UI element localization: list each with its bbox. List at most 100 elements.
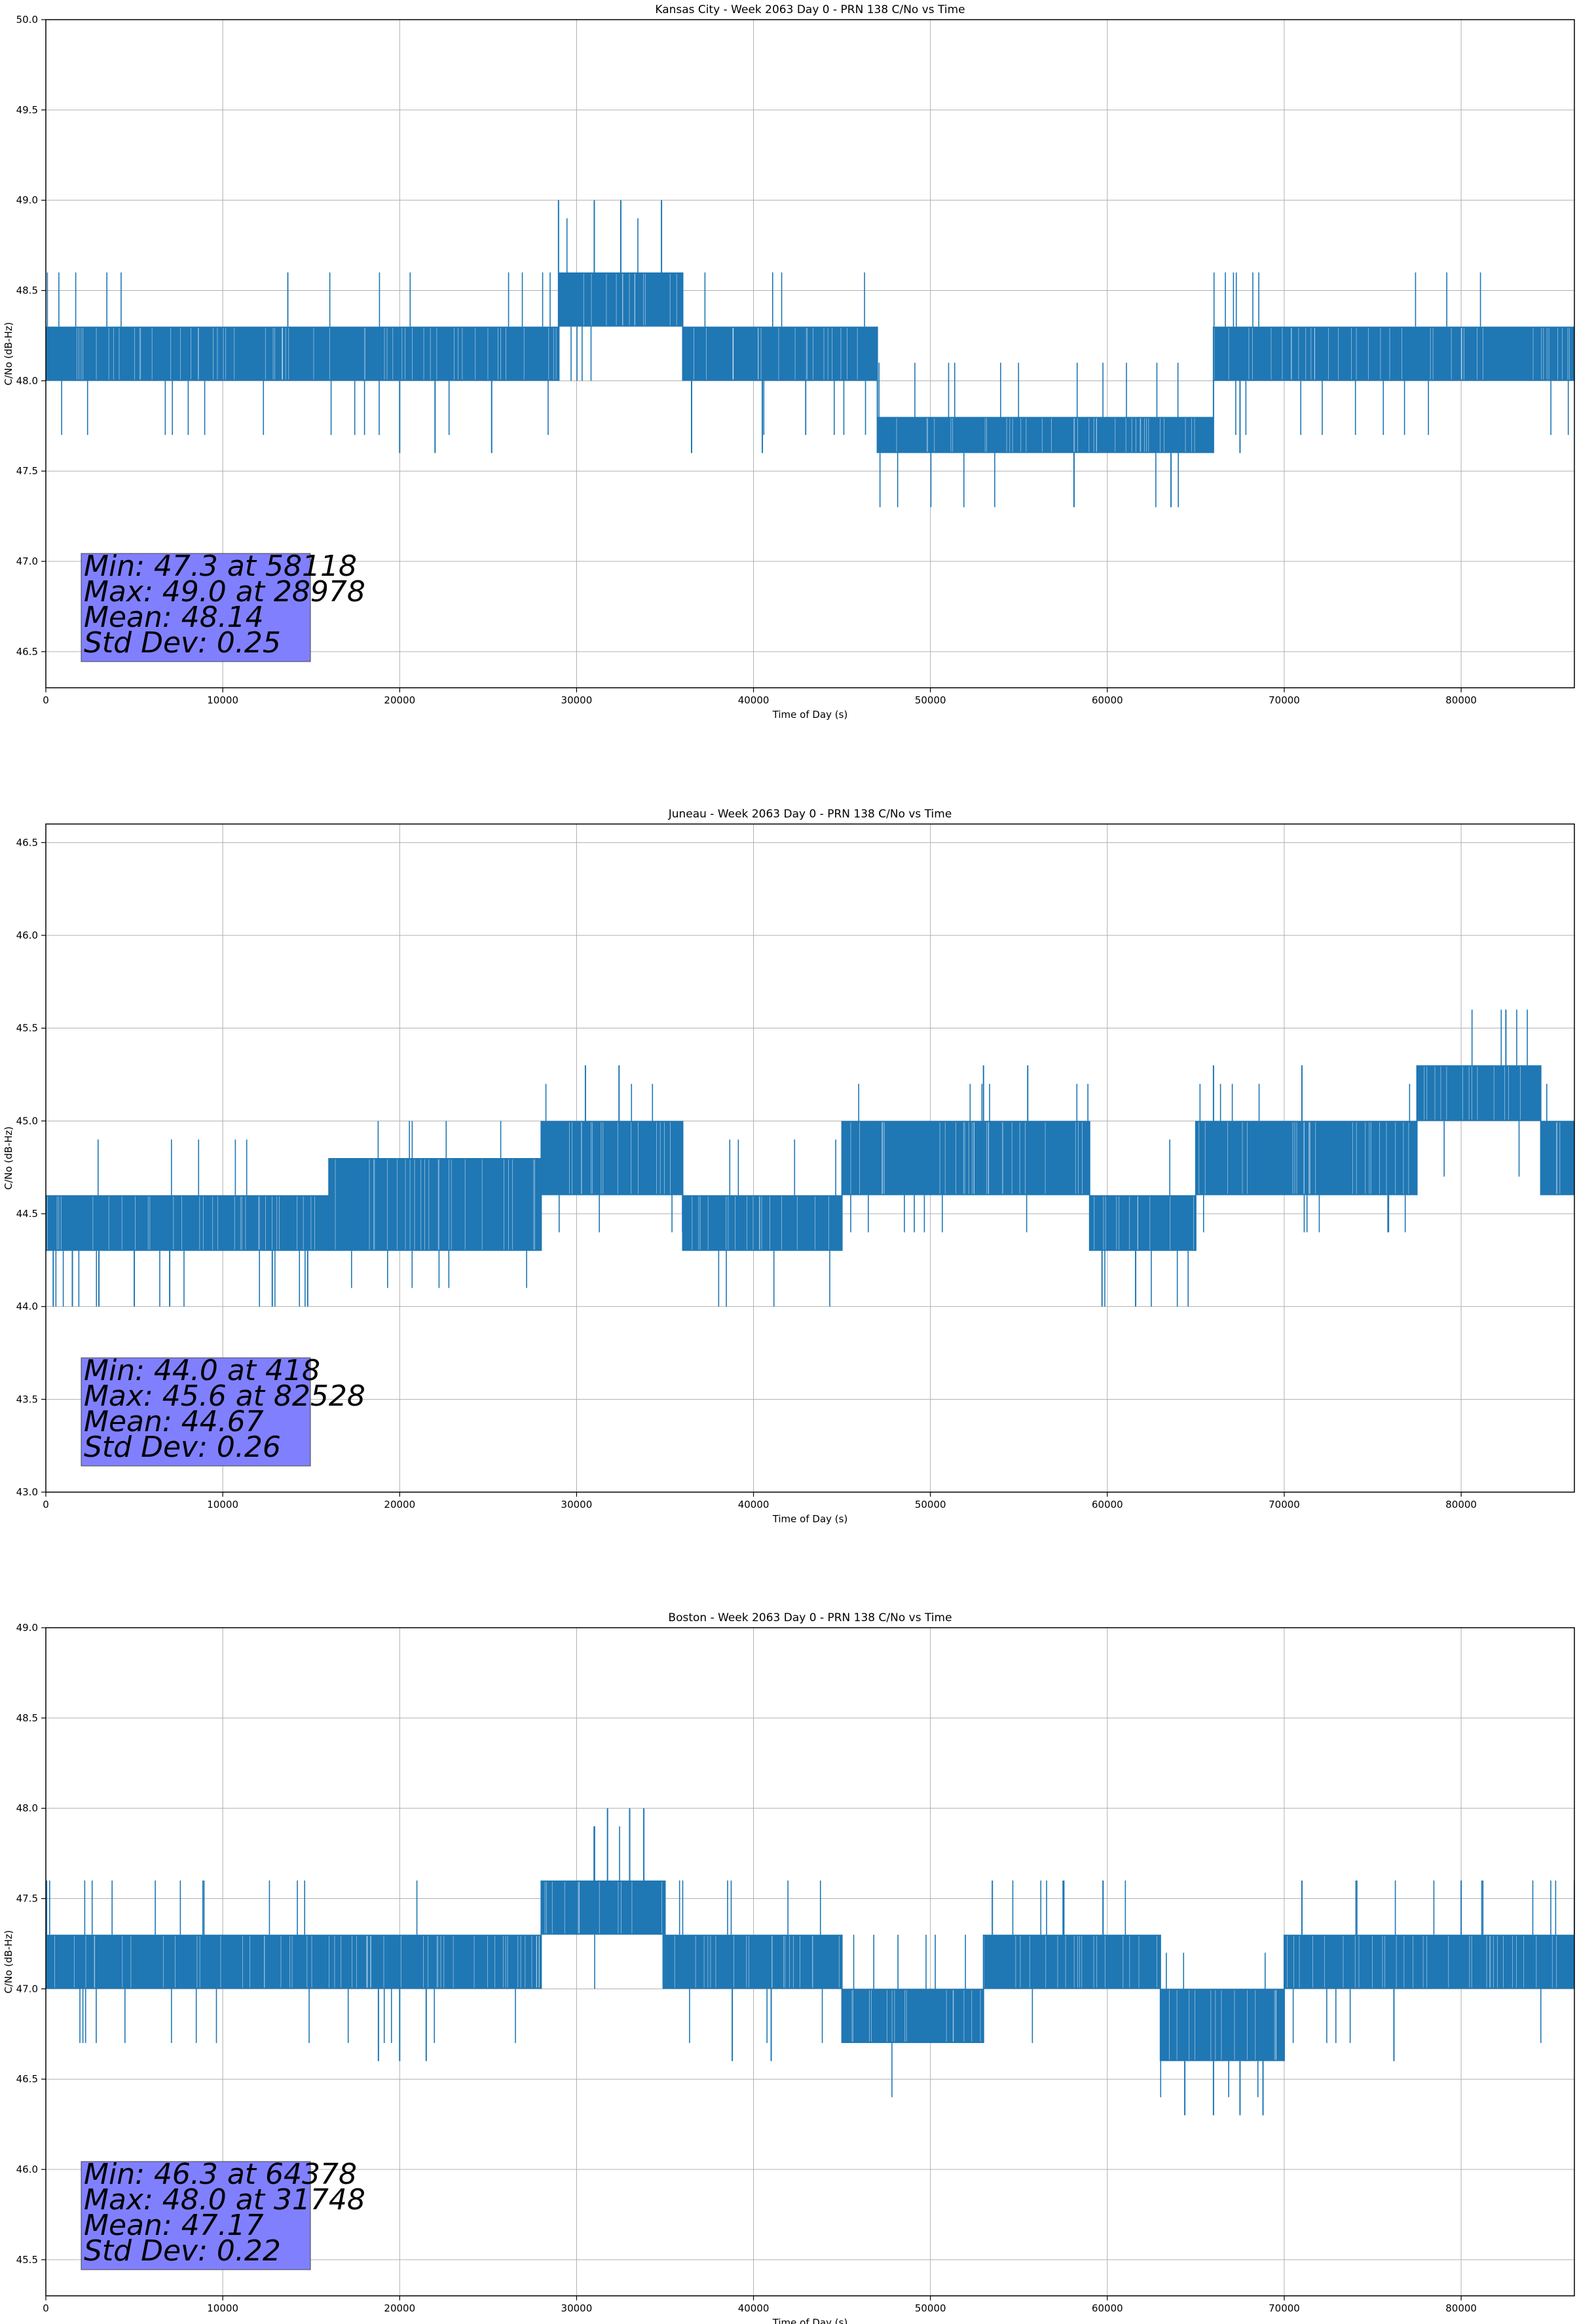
stats-box — [81, 2161, 311, 2270]
x-tick-label: 70000 — [1269, 694, 1300, 706]
y-tick-label: 46.0 — [16, 929, 38, 941]
x-tick-label: 60000 — [1092, 694, 1123, 706]
series-band — [1284, 1934, 1574, 1989]
series-band — [541, 1121, 683, 1195]
stats-line: Mean: 44.67 — [84, 1405, 264, 1438]
y-tick-label: 45.0 — [16, 1115, 38, 1127]
stats-line: Mean: 48.14 — [84, 601, 264, 634]
x-tick-label: 70000 — [1269, 1499, 1300, 1510]
x-tick-label: 10000 — [207, 2302, 238, 2314]
stats-line: Max: 45.6 at 82528 — [84, 1379, 365, 1413]
series-band — [46, 1934, 542, 1989]
stats-line: Std Dev: 0.25 — [84, 626, 281, 660]
stats-line: Std Dev: 0.22 — [84, 2234, 281, 2268]
chart-panel-3: 0 10000 20000 30000 40000 50000 60000 70000 8000… — [3, 1611, 1575, 2324]
series-band — [842, 1121, 1090, 1195]
x-tick-label: 40000 — [738, 694, 770, 706]
y-tick-label: 48.5 — [16, 1712, 38, 1724]
stats-line: Max: 49.0 at 28978 — [84, 575, 365, 609]
x-tick-label: 10000 — [207, 694, 238, 706]
series-band — [1089, 1195, 1196, 1251]
x-tick-label: 50000 — [915, 694, 946, 706]
series-band — [46, 1195, 329, 1251]
y-tick-label: 45.5 — [16, 1022, 38, 1034]
chart-panel-2: 0 10000 20000 30000 40000 50000 60000 70000 8000… — [3, 808, 1575, 1525]
stats-box — [81, 1357, 311, 1467]
series-band — [682, 1195, 842, 1251]
series-band — [682, 326, 878, 381]
x-tick-label: 0 — [43, 1499, 49, 1510]
y-tick-label: 43.5 — [16, 1393, 38, 1405]
x-tick-label: 0 — [43, 694, 49, 706]
stats-line: Min: 47.3 at 58118 — [84, 550, 357, 583]
y-tick-label: 47.0 — [16, 555, 38, 567]
series-band — [559, 272, 683, 327]
x-tick-label: 30000 — [561, 2302, 593, 2314]
y-axis-label: C/No (dB-Hz) — [3, 1127, 14, 1190]
x-tick-label: 60000 — [1092, 2302, 1123, 2314]
stats-line: Min: 44.0 at 418 — [84, 1354, 320, 1387]
x-axis-label: Time of Day (s) — [772, 1513, 848, 1525]
axes-frame — [45, 823, 1575, 1493]
y-tick-label: 46.5 — [16, 836, 38, 848]
y-tick-label: 48.0 — [16, 375, 38, 386]
x-tick-label: 80000 — [1445, 694, 1477, 706]
stats-box — [81, 553, 311, 662]
chart-title: Boston - Week 2063 Day 0 - PRN 138 C/No … — [668, 1611, 952, 1624]
x-tick-label: 50000 — [915, 2302, 946, 2314]
x-tick-label: 30000 — [561, 694, 593, 706]
stats-line: Min: 46.3 at 64378 — [84, 2158, 357, 2191]
stats-line: Max: 48.0 at 31748 — [84, 2183, 365, 2217]
chart-title: Juneau - Week 2063 Day 0 - PRN 138 C/No … — [668, 808, 952, 821]
series-band — [877, 417, 1214, 453]
series-band — [1089, 1934, 1160, 1989]
series-band — [842, 1989, 984, 2044]
y-axis-label: C/No (dB-Hz) — [3, 1930, 14, 1994]
y-tick-label: 48.5 — [16, 285, 38, 297]
x-tick-label: 20000 — [384, 2302, 415, 2314]
y-tick-label: 44.5 — [16, 1208, 38, 1220]
series-band — [665, 1934, 842, 1989]
x-axis-label: Time of Day (s) — [772, 2317, 848, 2324]
y-tick-label: 47.5 — [16, 465, 38, 477]
x-tick-label: 80000 — [1445, 1499, 1477, 1510]
y-tick-label: 44.0 — [16, 1301, 38, 1313]
series-band — [46, 326, 559, 381]
series-band — [1540, 1121, 1574, 1195]
chart-title: Kansas City - Week 2063 Day 0 - PRN 138 … — [655, 3, 965, 16]
y-tick-label: 46.5 — [16, 646, 38, 658]
x-tick-label: 0 — [43, 2302, 49, 2314]
x-tick-label: 10000 — [207, 1499, 238, 1510]
axes-frame — [45, 1627, 1575, 2296]
x-tick-label: 40000 — [738, 2302, 770, 2314]
series-band — [1160, 1989, 1284, 2061]
y-tick-label: 45.5 — [16, 2254, 38, 2266]
series-band — [983, 1934, 1090, 1989]
x-tick-label: 50000 — [915, 1499, 946, 1510]
x-tick-label: 20000 — [384, 694, 415, 706]
series-band — [1417, 1065, 1541, 1121]
series-band — [1213, 326, 1574, 381]
axes-frame — [45, 19, 1575, 688]
series-band — [1195, 1121, 1417, 1195]
y-tick-label: 46.0 — [16, 2164, 38, 2175]
x-tick-label: 60000 — [1092, 1499, 1123, 1510]
y-tick-label: 47.0 — [16, 1983, 38, 1995]
y-tick-label: 43.0 — [16, 1486, 38, 1498]
stats-line: Std Dev: 0.26 — [84, 1431, 281, 1464]
y-tick-label: 50.0 — [16, 14, 38, 26]
x-tick-label: 80000 — [1445, 2302, 1477, 2314]
x-tick-label: 40000 — [738, 1499, 770, 1510]
y-tick-label: 46.5 — [16, 2073, 38, 2085]
y-tick-label: 49.0 — [16, 195, 38, 206]
y-axis-label: C/No (dB-Hz) — [3, 322, 14, 386]
chart-panel-1: 0 10000 20000 30000 40000 50000 60000 70000 8000… — [3, 3, 1575, 721]
y-tick-label: 49.0 — [16, 1622, 38, 1634]
x-tick-label: 20000 — [384, 1499, 415, 1510]
x-tick-label: 70000 — [1269, 2302, 1300, 2314]
series-band — [541, 1880, 665, 1935]
stats-line: Mean: 47.17 — [84, 2209, 264, 2242]
y-tick-label: 47.5 — [16, 1893, 38, 1905]
x-axis-label: Time of Day (s) — [772, 709, 848, 721]
